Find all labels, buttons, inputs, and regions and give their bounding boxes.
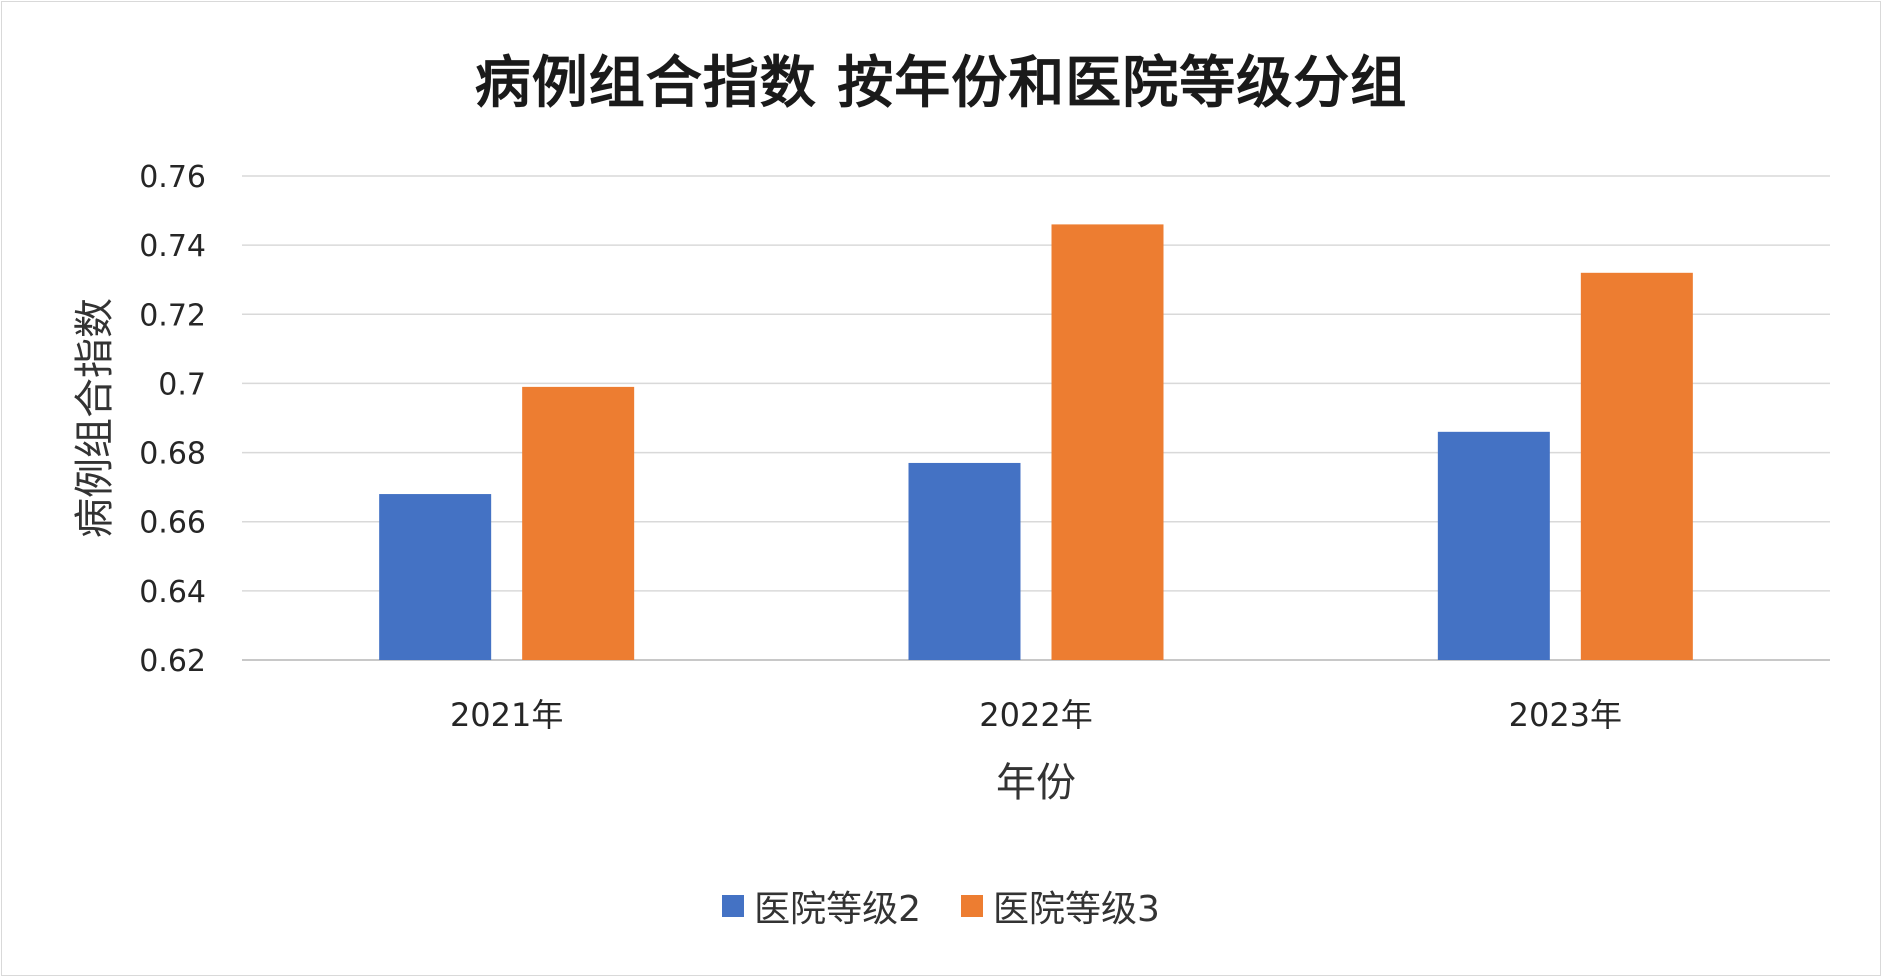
bars <box>379 224 1693 660</box>
bar-2022年-医院等级2 <box>908 462 1021 660</box>
legend-label: 医院等级3 <box>993 889 1160 930</box>
bar-2021年-医院等级2 <box>379 494 492 660</box>
y-tick-label: 0.66 <box>139 506 206 541</box>
y-tick-label: 0.68 <box>139 437 206 472</box>
bar-2021年-医院等级3 <box>522 386 635 660</box>
y-tick-label: 0.72 <box>139 298 206 333</box>
y-tick-label: 0.76 <box>139 160 206 195</box>
legend-swatch <box>722 895 745 917</box>
x-tick-label: 2021年 <box>450 696 563 734</box>
y-tick-label: 0.64 <box>139 575 206 610</box>
y-tick-label: 0.74 <box>139 229 206 264</box>
bar-2023年-医院等级2 <box>1437 431 1550 660</box>
x-axis-ticks: 2021年 2022年 2023年 <box>450 696 1622 734</box>
legend-label: 医院等级2 <box>754 889 921 930</box>
legend-item: 医院等级3 <box>961 880 1160 932</box>
x-tick-label: 2023年 <box>1509 696 1622 734</box>
legend-item: 医院等级2 <box>722 880 921 932</box>
chart-title: 病例组合指数 按年份和医院等级分组 <box>474 51 1408 116</box>
bar-2023年-医院等级3 <box>1580 272 1693 660</box>
x-tick-label: 2022年 <box>979 696 1092 734</box>
bar-2022年-医院等级3 <box>1051 224 1164 660</box>
legend-swatch <box>961 895 983 917</box>
y-tick-label: 0.62 <box>139 644 206 679</box>
legend: 医院等级2 医院等级3 <box>0 880 1882 932</box>
x-axis-title: 年份 <box>996 760 1076 806</box>
y-axis-title: 病例组合指数 <box>72 298 118 538</box>
y-axis-ticks: 0.62 0.64 0.66 0.68 0.7 0.72 0.74 0.76 <box>139 160 206 679</box>
y-tick-label: 0.7 <box>158 367 206 402</box>
gridlines <box>242 175 1830 661</box>
